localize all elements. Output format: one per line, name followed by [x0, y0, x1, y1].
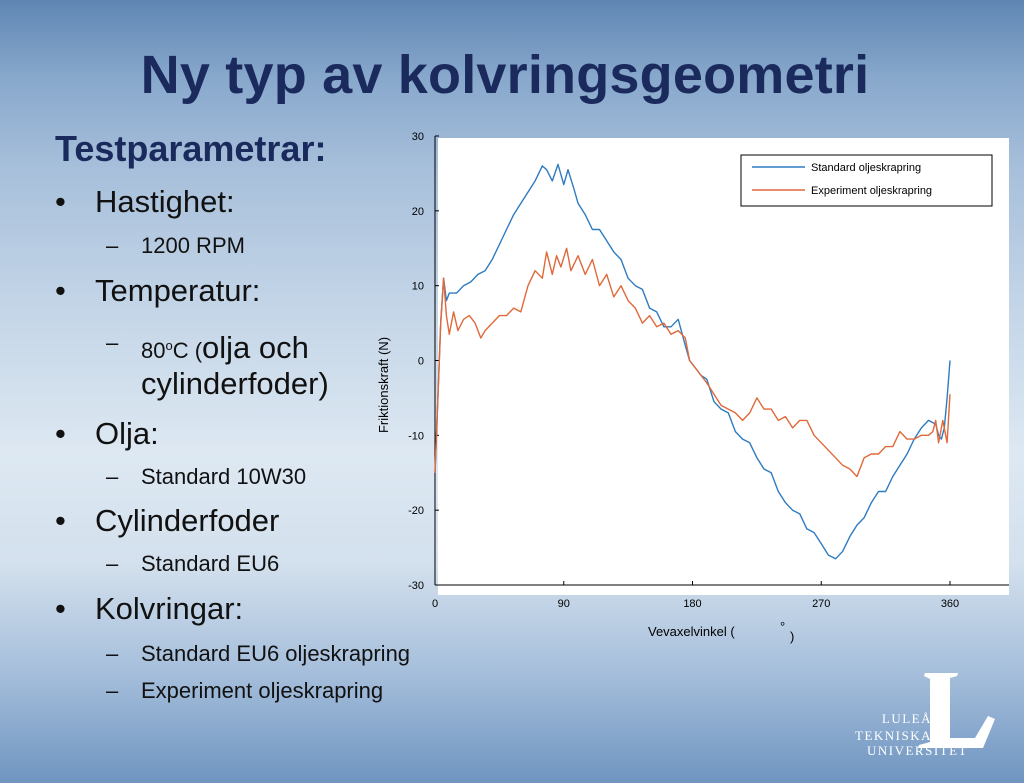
sub-dash: –: [106, 330, 119, 355]
y-tick-label: 0: [418, 356, 424, 368]
sub-label: 1200 RPM: [141, 233, 245, 258]
sub-dash: –: [106, 551, 119, 576]
bullet-label: Temperatur:: [95, 273, 261, 308]
bullet-label: Hastighet:: [95, 184, 235, 219]
x-axis-label-degree: °: [780, 619, 785, 634]
logo-text-tekniska: TEKNISKA: [855, 728, 932, 743]
bullet-dot: •: [55, 184, 66, 219]
ltu-logo: LULEÅ TEKNISKA UNIVERSITET: [855, 673, 995, 758]
chart-legend: Standard oljeskrapring Experiment oljesk…: [740, 154, 993, 207]
x-tick-label: 180: [683, 598, 701, 610]
chart-axes: [434, 135, 1009, 586]
chart-lines: [434, 163, 951, 560]
sub-label: Experiment oljeskrapring: [141, 678, 384, 703]
chart-tick-labels: 30 20 10 0 -10 -20 -30 0 90 180 270 360: [408, 131, 959, 610]
slide-title: Ny typ av kolvringsgeometri: [140, 45, 870, 105]
bullet-label: Cylinderfoder: [95, 503, 280, 538]
sub-dash: –: [106, 641, 119, 666]
bullet-dot: •: [55, 503, 66, 538]
sub-label: Standard EU6: [141, 551, 280, 576]
bullet-label: Kolvringar:: [95, 591, 244, 626]
series-line-standard: [434, 163, 951, 560]
section-heading: Testparametrar:: [55, 128, 327, 169]
y-tick-label: -20: [408, 505, 424, 517]
sub-dash: –: [106, 678, 119, 703]
legend-box: [740, 154, 993, 207]
x-tick-label: 0: [432, 598, 438, 610]
sub-label: cylinderfoder): [141, 366, 329, 401]
sub-label: Standard 10W30: [141, 464, 307, 489]
y-tick-label: 20: [412, 206, 424, 218]
y-tick-label: -10: [408, 430, 424, 442]
sub-label: Standard EU6 oljeskrapring: [141, 641, 411, 666]
sub-label: 80oC (olja och: [141, 330, 309, 366]
degree-sign: o: [165, 338, 173, 353]
logo-text-universitet: UNIVERSITET: [867, 743, 968, 758]
temp-unit: C (: [172, 338, 203, 363]
x-tick-label: 360: [941, 598, 959, 610]
y-axis-label: Friktionskraft (N): [376, 337, 391, 433]
y-tick-label: 10: [412, 281, 424, 293]
x-tick-label: 270: [812, 598, 830, 610]
logo-l-mark: [918, 673, 995, 748]
series-line-experiment: [434, 247, 951, 478]
bullet-dot: •: [55, 416, 66, 451]
x-axis-label-close: ): [790, 629, 794, 644]
sub-dash: –: [106, 233, 119, 258]
y-tick-label: 30: [412, 131, 424, 143]
temp-value: 80: [141, 338, 166, 363]
temp-desc: olja och: [202, 330, 309, 365]
legend-label-standard: Standard oljeskrapring: [811, 162, 921, 174]
x-axis-label: Vevaxelvinkel (: [648, 624, 735, 639]
plot-background: [438, 138, 1009, 595]
bullet-dot: •: [55, 273, 66, 308]
y-tick-label: -30: [408, 580, 424, 592]
x-tick-label: 90: [558, 598, 570, 610]
sub-dash: –: [106, 464, 119, 489]
logo-text-lulea: LULEÅ: [882, 711, 932, 726]
legend-label-experiment: Experiment oljeskrapring: [811, 185, 932, 197]
bullet-label: Olja:: [95, 416, 159, 451]
bullet-dot: •: [55, 591, 66, 626]
